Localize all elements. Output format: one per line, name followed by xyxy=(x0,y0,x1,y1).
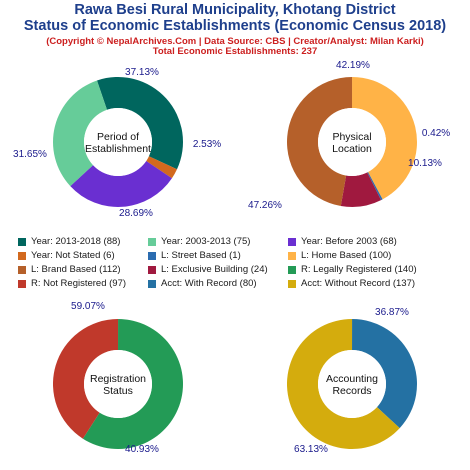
donut-hole xyxy=(318,108,386,176)
legend-label: Year: Not Stated (6) xyxy=(31,250,115,261)
donut-slice xyxy=(287,76,353,207)
slice-percent-label: 63.13% xyxy=(294,444,328,455)
legend-swatch xyxy=(288,251,296,260)
donut-center-label: Period of xyxy=(97,131,139,143)
donut-center-label: Registration xyxy=(90,373,146,385)
slice-percent-label: 59.07% xyxy=(71,301,105,312)
page-subtitle: Status of Economic Establishments (Econo… xyxy=(23,18,447,34)
donut-center-label: Accounting xyxy=(326,373,378,385)
slice-percent-label: 42.19% xyxy=(336,60,370,71)
legend-swatch xyxy=(148,265,156,274)
legend-item: Acct: Without Record (137) xyxy=(288,278,458,289)
slice-percent-label: 28.69% xyxy=(119,208,153,219)
legend-label: L: Street Based (1) xyxy=(161,250,241,261)
slice-percent-label: 47.26% xyxy=(248,200,282,211)
slice-percent-label: 37.13% xyxy=(125,67,159,78)
donut-slice xyxy=(53,319,119,439)
donut-hole xyxy=(318,350,386,418)
legend-item: L: Home Based (100) xyxy=(288,250,458,261)
legend-label: L: Home Based (100) xyxy=(301,250,392,261)
legend-label: R: Not Registered (97) xyxy=(31,278,127,289)
donut-hole xyxy=(84,350,152,418)
donut-slice xyxy=(367,172,383,201)
legend-item: Year: Before 2003 (68) xyxy=(288,236,458,247)
legend-swatch xyxy=(288,265,296,274)
legend-label: Acct: Without Record (137) xyxy=(301,278,416,289)
donut-center-label: Physical xyxy=(332,131,371,143)
donut-slice xyxy=(70,160,172,208)
legend-swatch xyxy=(148,237,156,246)
legend-label: Year: 2013-2018 (88) xyxy=(31,236,121,247)
legend-label: L: Brand Based (112) xyxy=(31,264,121,275)
legend-item: L: Street Based (1) xyxy=(148,250,288,261)
legend-swatch xyxy=(18,251,26,260)
donut-slice xyxy=(96,77,183,170)
slice-percent-label: 40.93% xyxy=(125,444,159,455)
donut-center-label: Establishment xyxy=(85,143,151,155)
legend-item: L: Exclusive Building (24) xyxy=(148,264,288,275)
legend-item: R: Legally Registered (140) xyxy=(288,264,458,275)
donut-slice xyxy=(82,319,184,450)
slice-percent-label: 36.87% xyxy=(375,307,409,318)
slice-percent-label: 31.65% xyxy=(13,149,47,160)
slice-percent-label: 0.42% xyxy=(422,128,450,139)
legend-label: L: Exclusive Building (24) xyxy=(161,264,268,275)
donut-slice xyxy=(146,156,178,179)
legend-label: Year: Before 2003 (68) xyxy=(301,236,397,247)
donut-slice xyxy=(352,77,417,200)
legend-swatch xyxy=(148,251,156,260)
donut-slice xyxy=(340,172,382,207)
legend-item: Acct: With Record (80) xyxy=(148,278,288,289)
slice-percent-label: 10.13% xyxy=(408,158,442,169)
legend-label: Year: 2003-2013 (75) xyxy=(161,236,251,247)
legend-swatch xyxy=(148,279,156,288)
legend-label: R: Legally Registered (140) xyxy=(301,264,417,275)
legend-swatch xyxy=(18,265,26,274)
legend-item: R: Not Registered (97) xyxy=(18,278,148,289)
legend-item: Year: 2003-2013 (75) xyxy=(148,236,288,247)
legend-item: Year: 2013-2018 (88) xyxy=(18,236,148,247)
page-title: Rawa Besi Rural Municipality, Khotang Di… xyxy=(74,2,396,18)
donut-center-label: Records xyxy=(332,385,371,397)
donut-slice xyxy=(52,80,108,187)
donut-center-label: Location xyxy=(332,143,372,155)
donut-slice xyxy=(287,319,400,449)
legend: Year: 2013-2018 (88) Year: 2003-2013 (75)… xyxy=(18,236,458,289)
copyright-note: (Copyright © NepalArchives.Com | Data So… xyxy=(46,36,424,47)
legend-item: Year: Not Stated (6) xyxy=(18,250,148,261)
donut-hole xyxy=(84,108,152,176)
legend-label: Acct: With Record (80) xyxy=(161,278,257,289)
total-establishments: Total Economic Establishments: 237 xyxy=(152,46,318,57)
legend-swatch xyxy=(18,279,26,288)
legend-swatch xyxy=(288,279,296,288)
slice-percent-label: 2.53% xyxy=(193,139,221,150)
legend-item: L: Brand Based (112) xyxy=(18,264,148,275)
legend-swatch xyxy=(288,237,296,246)
legend-swatch xyxy=(18,237,26,246)
donut-slice xyxy=(352,319,417,429)
donut-center-label: Status xyxy=(103,385,133,397)
